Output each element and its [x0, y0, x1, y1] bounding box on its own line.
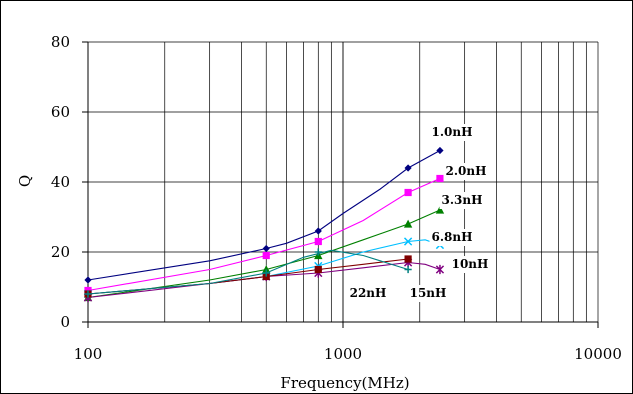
series-1-0nh	[84, 146, 444, 284]
grid-lines	[87, 41, 599, 323]
x-tick-label: 1000	[324, 345, 362, 363]
series-label-bg	[451, 256, 489, 273]
data-point	[314, 265, 322, 274]
series-group	[83, 146, 445, 303]
series-label: 1.0nH	[432, 125, 473, 139]
series-label: 10nH	[452, 257, 489, 271]
y-tick-label: 20	[51, 243, 70, 261]
x-axis-label: Frequency(MHz)	[280, 374, 409, 392]
data-point	[314, 227, 322, 235]
series-label-bg	[429, 124, 475, 141]
data-point	[84, 276, 92, 284]
data-point	[403, 219, 413, 228]
series-label: 3.3nH	[442, 193, 483, 207]
x-tick-label: 10000	[574, 345, 622, 363]
axes: 0 20 40 60 80 100 1000 10000	[51, 33, 622, 363]
series-label-bg	[443, 163, 489, 180]
series-label: 2.0nH	[446, 164, 487, 178]
series-22nh	[84, 248, 412, 298]
series-6-8nh	[83, 237, 445, 299]
y-tick-label: 60	[51, 103, 70, 121]
series-label-bg	[349, 285, 387, 302]
data-point	[314, 237, 322, 246]
series-label-bg	[409, 285, 447, 302]
data-point	[404, 255, 412, 263]
y-axis-label: Q	[16, 175, 34, 187]
data-point	[436, 146, 444, 155]
data-point	[84, 290, 92, 298]
data-point	[262, 251, 270, 260]
data-point	[262, 265, 271, 274]
series-label-bg	[429, 229, 475, 246]
series-label: 22nH	[350, 286, 387, 300]
data-point	[403, 237, 413, 246]
data-point	[435, 205, 445, 214]
data-point	[262, 269, 270, 277]
series-label-bg	[439, 192, 485, 209]
y-tick-label: 40	[51, 173, 70, 191]
data-point	[314, 248, 322, 256]
data-point	[404, 265, 412, 274]
series-line	[87, 150, 441, 281]
y-tick-label: 0	[60, 313, 70, 331]
y-tick-label: 80	[51, 33, 70, 51]
series-line	[87, 249, 409, 295]
data-point	[436, 174, 444, 183]
series-labels: 1.0nH 2.0nH 3.3nH 6.8nH 10nH 15nH 22nH	[349, 124, 489, 302]
data-point	[404, 164, 412, 172]
data-point	[435, 264, 445, 275]
x-tick-label: 100	[74, 345, 103, 363]
series-label: 15nH	[410, 286, 447, 300]
data-point	[404, 188, 412, 197]
data-point	[262, 244, 270, 253]
series-label: 6.8nH	[432, 230, 473, 244]
